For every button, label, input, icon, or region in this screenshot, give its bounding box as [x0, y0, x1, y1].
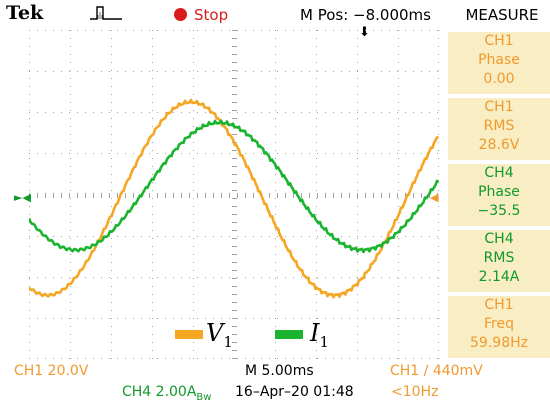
waveform-display — [29, 30, 439, 359]
measurement-channel: CH4 — [484, 165, 514, 181]
legend-swatch-v1 — [175, 330, 203, 339]
chart-legend: V1 I1 — [175, 316, 375, 352]
measurement-name: Phase — [478, 184, 520, 200]
trigger-mode-icon — [90, 6, 122, 20]
stop-status-icon — [174, 8, 187, 21]
ch4-ground-marker-icon: ►◀ — [14, 191, 31, 204]
timebase: M 5.00ms — [245, 363, 314, 379]
legend-label-i1: I1 — [310, 319, 330, 351]
measurement-name: RMS — [483, 250, 515, 266]
ch4-current-trace — [29, 119, 439, 254]
measurement-value: 28.6V — [478, 137, 520, 153]
measurement-ch1-rms: CH1 RMS 28.6V — [448, 96, 550, 160]
measurement-ch1-phase: CH1 Phase 0.00 — [448, 30, 550, 94]
ch1-vertical-scale: CH1 20.0V — [14, 363, 89, 379]
measurement-ch4-phase: CH4 Phase −35.5 — [448, 162, 550, 226]
ch4-vertical-scale: CH4 2.00ABw — [122, 384, 212, 403]
legend-label-v1: V1 — [206, 319, 233, 351]
horizontal-position: M Pos: −8.000ms — [300, 6, 431, 24]
acquisition-state: Stop — [194, 6, 229, 24]
legend-swatch-i1 — [275, 330, 303, 339]
measurement-channel: CH1 — [484, 99, 514, 115]
graticule — [29, 30, 439, 359]
measure-menu-title: MEASURE — [465, 6, 539, 24]
capture-datetime: 16–Apr–20 01:48 — [235, 384, 354, 400]
measurement-ch4-rms: CH4 RMS 2.14A — [448, 228, 550, 292]
measurement-name: Freq — [484, 316, 514, 332]
measurement-value: 2.14A — [478, 269, 520, 285]
measurement-channel: CH4 — [484, 231, 514, 247]
measurement-ch1-freq: CH1 Freq 59.98Hz — [448, 294, 550, 358]
trigger-frequency: <10Hz — [391, 384, 439, 400]
measurement-value: −35.5 — [477, 203, 521, 219]
measurement-channel: CH1 — [484, 33, 514, 49]
measurement-name: Phase — [478, 52, 520, 68]
trigger-position-icon: ⬇ — [359, 25, 370, 40]
measurement-channel: CH1 — [484, 297, 514, 313]
brand-logo: Tek — [6, 2, 44, 24]
measurement-value: 0.00 — [483, 71, 515, 87]
measurement-value: 59.98Hz — [470, 335, 528, 351]
measurement-name: RMS — [483, 118, 515, 134]
trigger-settings: CH1 ∕ 440mV — [390, 363, 483, 379]
trigger-level-marker-icon: ◀ — [430, 191, 439, 204]
